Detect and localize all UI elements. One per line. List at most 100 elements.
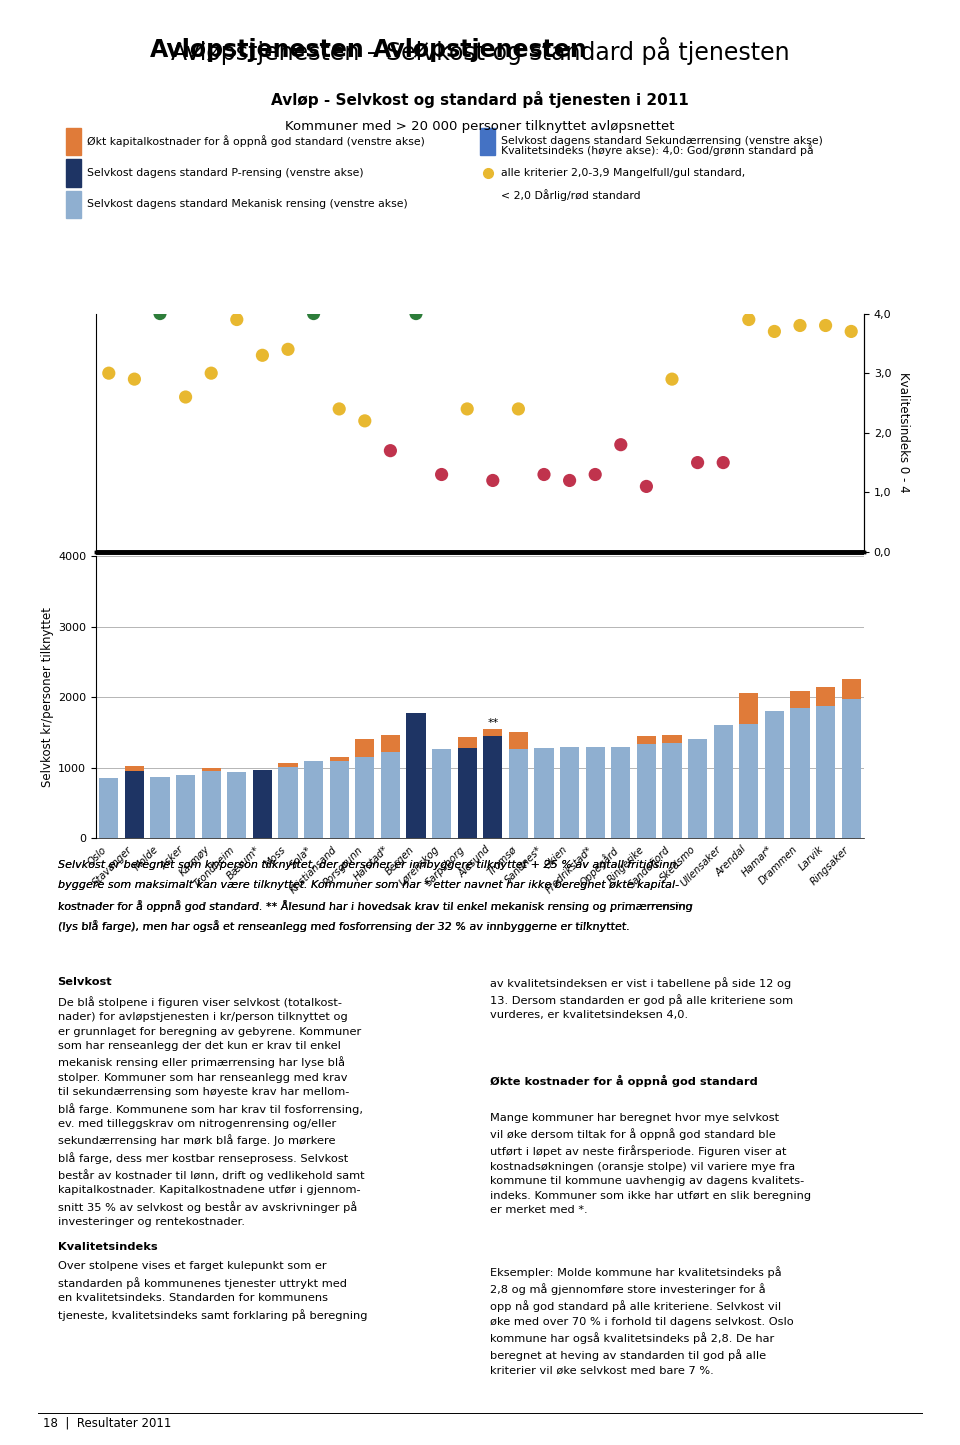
Text: byggere som maksimalt kan være tilknyttet. Kommuner som har * etter navnet har i: byggere som maksimalt kan være tilknytte… bbox=[58, 880, 679, 890]
Point bbox=[588, 462, 603, 486]
Point bbox=[537, 462, 552, 486]
Bar bbox=[480, 127, 495, 155]
Text: Eksempler: Molde kommune har kvalitetsindeks på
2,8 og må gjennomføre store inve: Eksempler: Molde kommune har kvalitetsin… bbox=[490, 1266, 793, 1376]
Bar bbox=[842, 699, 861, 838]
Bar bbox=[202, 772, 221, 838]
Bar bbox=[99, 779, 118, 838]
Text: kostnader for å oppnå god standard. ** Ålesund har i hovedsak krav til enkel mek: kostnader for å oppnå god standard. ** Å… bbox=[58, 900, 692, 912]
Bar bbox=[713, 725, 732, 838]
Point bbox=[638, 475, 654, 499]
Bar bbox=[739, 694, 758, 724]
Text: 18  |  Resultater 2011: 18 | Resultater 2011 bbox=[43, 1418, 172, 1429]
Bar bbox=[125, 766, 144, 772]
Point bbox=[613, 434, 629, 457]
Text: Selvkost: Selvkost bbox=[58, 977, 112, 987]
Point bbox=[178, 386, 193, 409]
Point bbox=[408, 302, 423, 325]
Bar bbox=[739, 724, 758, 838]
Text: Selvkost dagens standard Sekundærrensing (venstre akse): Selvkost dagens standard Sekundærrensing… bbox=[501, 136, 823, 146]
Text: De blå stolpene i figuren viser selvkost (totalkost-
nader) for avløpstjenesten : De blå stolpene i figuren viser selvkost… bbox=[58, 996, 364, 1227]
Text: Kvalitetsindeks: Kvalitetsindeks bbox=[58, 1243, 157, 1253]
Point bbox=[715, 451, 731, 474]
Bar bbox=[509, 750, 528, 838]
Text: alle kriterier 2,0-3,9 Mangelfull/gul standard,: alle kriterier 2,0-3,9 Mangelfull/gul st… bbox=[501, 168, 745, 178]
Bar bbox=[560, 747, 579, 838]
Bar bbox=[355, 738, 374, 757]
Point bbox=[767, 319, 782, 342]
Bar bbox=[176, 775, 195, 838]
Text: Økt kapitalkostnader for å oppnå god standard (venstre akse): Økt kapitalkostnader for å oppnå god sta… bbox=[87, 136, 425, 147]
Bar bbox=[381, 753, 400, 838]
Text: Avløpstjenesten – Selvkost og standard på tjenesten: Avløpstjenesten – Selvkost og standard p… bbox=[171, 38, 789, 65]
Text: Selvkost er beregnet som kr/person tilknyttet, der personer er innbyggere tilkny: Selvkost er beregnet som kr/person tilkn… bbox=[58, 860, 680, 870]
Bar bbox=[662, 734, 682, 743]
Bar bbox=[816, 705, 835, 838]
Bar bbox=[202, 767, 221, 772]
Bar bbox=[636, 736, 656, 744]
Bar bbox=[458, 749, 477, 838]
Bar bbox=[278, 767, 298, 838]
Bar bbox=[304, 762, 324, 838]
Text: Kvalitetsindeks (høyre akse): 4,0: God/grønn standard på: Kvalitetsindeks (høyre akse): 4,0: God/g… bbox=[501, 144, 814, 156]
Text: Avløpstjenesten: Avløpstjenesten bbox=[150, 38, 365, 62]
Point bbox=[127, 367, 142, 390]
Text: Selvkost dagens standard Mekanisk rensing (venstre akse): Selvkost dagens standard Mekanisk rensin… bbox=[87, 199, 408, 210]
Point bbox=[818, 314, 833, 337]
Y-axis label: Kvalitetsindeks 0 - 4: Kvalitetsindeks 0 - 4 bbox=[897, 373, 910, 493]
Point bbox=[664, 367, 680, 390]
Text: av kvalitetsindeksen er vist i tabellene på side 12 og
13. Dersom standarden er : av kvalitetsindeksen er vist i tabellene… bbox=[490, 977, 793, 1020]
Text: Avløp - Selvkost og standard på tjenesten i 2011: Avløp - Selvkost og standard på tjeneste… bbox=[271, 91, 689, 108]
Bar bbox=[586, 747, 605, 838]
Point bbox=[229, 308, 245, 331]
Bar bbox=[790, 691, 809, 708]
Point bbox=[204, 361, 219, 384]
Bar bbox=[842, 679, 861, 699]
Bar bbox=[816, 686, 835, 705]
Point bbox=[434, 462, 449, 486]
Text: Selvkost er beregnet som kr/person tilknyttet, der personer er innbyggere tilkny: Selvkost er beregnet som kr/person tilkn… bbox=[58, 860, 680, 870]
Point bbox=[485, 468, 500, 491]
Bar bbox=[66, 191, 82, 218]
Bar bbox=[381, 734, 400, 753]
Bar bbox=[329, 760, 348, 838]
Bar bbox=[406, 712, 425, 838]
Bar bbox=[278, 763, 298, 767]
Text: Økte kostnader for å oppnå god standard: Økte kostnader for å oppnå god standard bbox=[490, 1075, 757, 1087]
Bar bbox=[252, 770, 272, 838]
Bar bbox=[432, 750, 451, 838]
Text: Over stolpene vises et farget kulepunkt som er
standarden på kommunenes tjeneste: Over stolpene vises et farget kulepunkt … bbox=[58, 1261, 367, 1321]
Point bbox=[460, 397, 475, 420]
Point bbox=[306, 302, 322, 325]
Point bbox=[153, 302, 168, 325]
Point bbox=[690, 451, 706, 474]
Text: **: ** bbox=[487, 718, 498, 727]
Bar bbox=[765, 711, 784, 838]
Point bbox=[254, 344, 270, 367]
Point bbox=[280, 338, 296, 361]
Text: Kommuner med > 20 000 personer tilknyttet avløpsnettet: Kommuner med > 20 000 personer tilknytte… bbox=[285, 120, 675, 133]
Bar bbox=[228, 772, 247, 838]
Text: < 2,0 Dårlig/rød standard: < 2,0 Dårlig/rød standard bbox=[501, 189, 640, 201]
Bar bbox=[636, 744, 656, 838]
Text: Mange kommuner har beregnet hvor mye selvkost
vil øke dersom tiltak for å oppnå : Mange kommuner har beregnet hvor mye sel… bbox=[490, 1113, 811, 1215]
Bar bbox=[355, 757, 374, 838]
Point bbox=[331, 397, 347, 420]
Text: (lys blå farge), men har også et renseanlegg med fosforrensing der 32 % av innby: (lys blå farge), men har også et rensean… bbox=[58, 920, 630, 932]
Point bbox=[562, 468, 577, 491]
Point bbox=[511, 397, 526, 420]
Bar bbox=[612, 747, 631, 838]
Point bbox=[383, 439, 398, 462]
Bar bbox=[790, 708, 809, 838]
Text: byggere som maksimalt kan være tilknyttet. Kommuner som har * etter navnet har i: byggere som maksimalt kan være tilknytte… bbox=[58, 880, 679, 890]
Point bbox=[792, 314, 807, 337]
Text: (lys blå farge), men har også et renseanlegg med fosforrensing der 32 % av innby: (lys blå farge), men har også et rensean… bbox=[58, 920, 630, 932]
Text: Selvkost dagens standard P-rensing (venstre akse): Selvkost dagens standard P-rensing (vens… bbox=[87, 168, 364, 178]
Bar bbox=[535, 749, 554, 838]
Y-axis label: Selvkost kr/personer tilknyttet: Selvkost kr/personer tilknyttet bbox=[41, 607, 54, 788]
Text: Avløpstjenesten: Avløpstjenesten bbox=[372, 38, 588, 62]
Bar bbox=[688, 740, 708, 838]
Point bbox=[101, 361, 116, 384]
Bar bbox=[483, 736, 502, 838]
Text: kostnader for å oppnå god standard. ** Ålesund har i hovedsak krav til enkel mek: kostnader for å oppnå god standard. ** Å… bbox=[58, 900, 692, 912]
Bar bbox=[66, 159, 82, 186]
